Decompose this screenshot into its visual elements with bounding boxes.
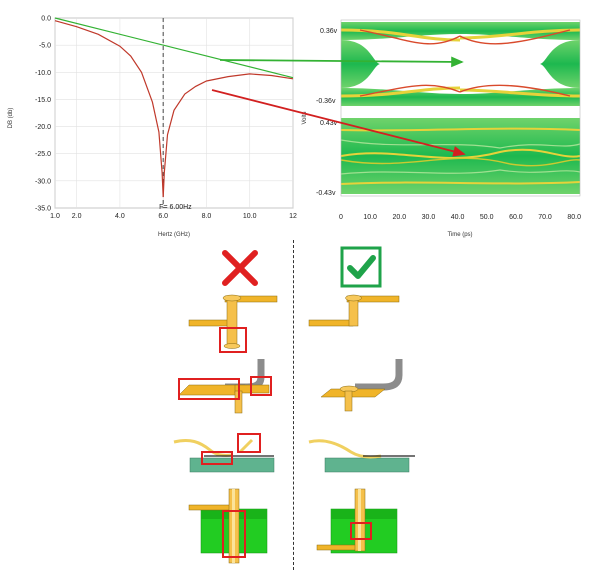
red-arrow	[211, 89, 466, 157]
insertion-loss-curve	[54, 20, 294, 198]
check-mark-icon	[340, 246, 382, 288]
x-tick-label: 8.0	[202, 213, 212, 220]
via-barrel-highlight	[222, 510, 246, 558]
eye-level-upper-bottom: -0.36v	[316, 98, 336, 105]
eye-x-tick-label: 20.0	[392, 214, 406, 221]
eye-level-lower-bottom: -0.43v	[316, 190, 336, 197]
eye-x-tick-label: 40.0	[451, 214, 465, 221]
good-press-fit-illustration	[316, 488, 398, 554]
eye-x-tick-label: 30.0	[422, 214, 436, 221]
y-tick-label: -20.0	[35, 124, 51, 131]
x-tick-label: 6.0	[158, 213, 168, 220]
eye-x-tick-label: 10.0	[363, 214, 377, 221]
y-tick-label: -10.0	[35, 70, 51, 77]
eye-x-axis-label: Time (ps)	[447, 232, 472, 238]
pad-highlight	[178, 378, 240, 400]
y-tick-label: -30.0	[35, 178, 51, 185]
eye-level-upper-top: 0.36v	[320, 28, 338, 35]
pad-stub-highlight	[201, 451, 233, 465]
correlation-arrows	[211, 56, 466, 157]
eye-plot-frame	[340, 19, 581, 197]
good-trace-bend-illustration	[320, 359, 403, 412]
bad-trace-bend-illustration	[178, 359, 272, 414]
plot-area	[54, 17, 294, 209]
pin-tip-highlight	[237, 433, 261, 453]
y-tick-label: -5.0	[39, 43, 51, 50]
x-tick-label: 2.0	[72, 213, 82, 220]
x-tick-label: 10.0	[243, 213, 257, 220]
bad-via-stub-illustration	[188, 294, 278, 353]
good-via-illustration	[308, 294, 400, 327]
x-axis-label: Hertz (GHz)	[158, 232, 190, 238]
short-via-highlight	[350, 522, 372, 540]
bend-highlight	[250, 376, 272, 396]
eye-x-tick-label: 60.0	[509, 214, 523, 221]
x-tick-label: 4.0	[115, 213, 125, 220]
eye-level-lower-top: 0.43v	[320, 120, 338, 127]
y-tick-label: -25.0	[35, 151, 51, 158]
linear-fit-line	[54, 17, 294, 79]
y-tick-label: 0.0	[41, 16, 51, 23]
insertion-loss-chart: 0.0 -5.0 -10.0 -15.0 -20.0 -25.0 -30.0 -35.0 1.…	[8, 16, 297, 239]
x-mark-icon	[222, 250, 258, 286]
x-tick-label: 1.0	[50, 213, 60, 220]
green-arrow	[219, 56, 464, 68]
good-connector-illustration	[308, 439, 415, 473]
center-divider	[293, 240, 294, 570]
eye-y-axis-label: Volts	[302, 111, 308, 124]
eye-x-tick-label: 80.0	[567, 214, 581, 221]
via-stub-highlight	[219, 327, 247, 353]
eye-x-tick-label: 0	[339, 214, 343, 221]
x-tick-label: 12	[289, 213, 297, 220]
eye-x-tick-label: 70.0	[538, 214, 552, 221]
eye-x-tick-label: 50.0	[480, 214, 494, 221]
y-axis-label: DB (db)	[8, 108, 14, 129]
y-tick-label: -35.0	[35, 206, 51, 213]
y-tick-label: -15.0	[35, 97, 51, 104]
bad-press-fit-illustration	[188, 488, 268, 564]
frequency-marker-label: F= 6.00Hz	[159, 204, 192, 211]
bad-connector-illustration	[173, 433, 275, 473]
